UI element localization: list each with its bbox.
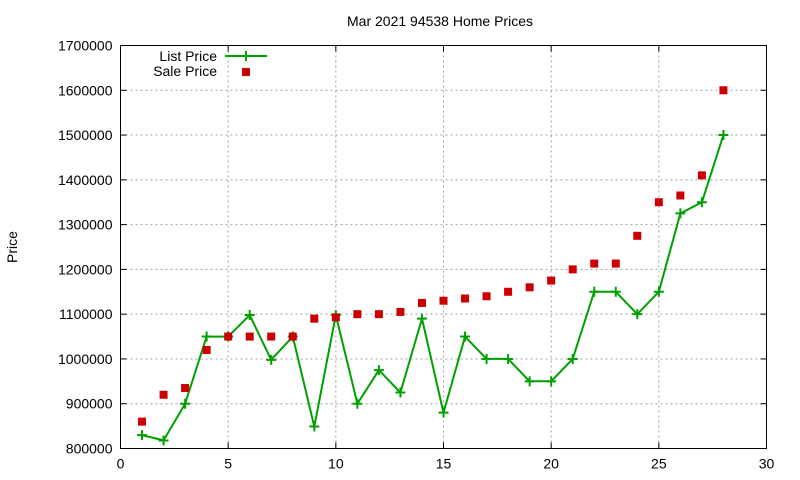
sale-price-point	[181, 384, 190, 393]
y-tick-label: 900000	[66, 396, 113, 412]
list-price-point	[696, 197, 707, 208]
y-tick-label: 1100000	[59, 306, 113, 322]
list-price-point	[546, 376, 557, 387]
sale-price-point	[224, 332, 233, 341]
sale-price-point	[138, 417, 147, 426]
sale-price-point	[417, 298, 426, 307]
legend: List Price Sale Price	[153, 48, 267, 79]
x-tick-label: 0	[117, 456, 125, 472]
sale-price-point	[482, 292, 491, 301]
y-tick-label: 1600000	[58, 82, 113, 98]
sale-price-point	[310, 314, 319, 323]
x-tick-label: 5	[224, 456, 232, 472]
list-price-point	[266, 354, 277, 365]
sale-price-point	[633, 231, 642, 240]
y-tick-label: 1400000	[58, 172, 113, 188]
x-tick-label: 15	[436, 456, 452, 472]
list-price-point	[567, 353, 578, 364]
sale-price-point	[331, 313, 340, 322]
sale-price-point	[267, 332, 276, 341]
sale-price-point	[353, 310, 362, 319]
list-price-line	[141, 134, 725, 442]
axis-ticks: 0 5 10 15 20 25 30 800000 900000 1000000 1100000 12…	[58, 38, 775, 472]
list-price-point	[718, 130, 729, 141]
legend-marker-sale-price	[242, 68, 250, 76]
y-tick-label: 1000000	[58, 351, 113, 367]
list-price-point	[610, 286, 621, 297]
list-price-point	[395, 387, 406, 398]
sale-price-point	[245, 332, 254, 341]
grid	[120, 45, 767, 449]
list-price-point	[416, 313, 427, 324]
list-price-point	[352, 398, 363, 409]
list-price-point	[632, 309, 643, 320]
sale-price-point	[547, 276, 556, 285]
y-tick-label: 1200000	[58, 261, 113, 277]
y-tick-label: 800000	[66, 441, 113, 457]
sale-price-point	[461, 294, 470, 303]
sale-price-point	[202, 345, 211, 354]
list-price-point	[309, 421, 320, 432]
sale-price-point	[697, 171, 706, 180]
x-tick-label: 20	[543, 456, 559, 472]
list-price-point	[524, 376, 535, 387]
sale-price-point	[396, 307, 405, 316]
y-tick-label: 1700000	[58, 38, 113, 54]
legend-label-sale-price: Sale Price	[153, 63, 217, 79]
list-price-point	[481, 353, 492, 364]
sale-price-point	[676, 191, 685, 200]
chart-title: Mar 2021 94538 Home Prices	[347, 13, 533, 29]
series-layer	[137, 86, 729, 446]
sale-price-point	[568, 265, 577, 274]
x-tick-label: 10	[328, 456, 344, 472]
sale-price-point	[525, 283, 534, 292]
sale-price-point	[374, 310, 383, 319]
list-price-point	[675, 208, 686, 219]
sale-price-point	[159, 390, 168, 399]
list-price-point	[180, 398, 191, 409]
sale-price-point	[590, 259, 599, 268]
sale-price-point	[504, 287, 513, 296]
sale-price-point	[439, 296, 448, 305]
sale-price-point	[611, 259, 620, 268]
list-price-point	[244, 310, 255, 321]
sale-price-point	[288, 332, 297, 341]
y-axis-label: Price	[4, 231, 20, 263]
list-price-point	[137, 430, 148, 441]
legend-label-list-price: List Price	[159, 48, 217, 64]
list-price-point	[373, 365, 384, 376]
x-tick-label: 25	[651, 456, 667, 472]
sale-price-point	[654, 198, 663, 207]
list-price-point	[438, 407, 449, 418]
sale-price-point	[719, 86, 728, 95]
list-price-point	[460, 331, 471, 342]
y-tick-label: 1500000	[58, 127, 113, 143]
legend-marker-list-price	[241, 51, 251, 61]
list-price-point	[589, 286, 600, 297]
x-tick-label: 30	[759, 456, 775, 472]
list-price-point	[653, 286, 664, 297]
list-price-point	[503, 353, 514, 364]
list-price-point	[201, 331, 212, 342]
list-price-point	[158, 435, 169, 446]
y-tick-label: 1300000	[58, 217, 113, 233]
